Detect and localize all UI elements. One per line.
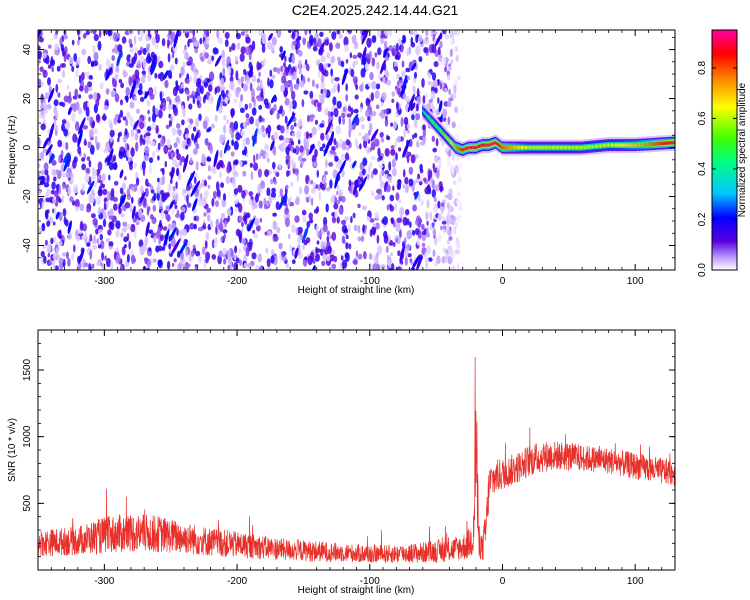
snr-x-tick-label: -100 [360, 576, 380, 587]
spectrogram-y-axis-label: Frequency (Hz) [7, 116, 18, 185]
colorbar-tick-label: 0.6 [697, 111, 708, 125]
spectrogram-y-tick-label: 40 [22, 44, 33, 56]
snr-y-ticks: 500 1000 1500 [22, 329, 675, 558]
snr-series-line [38, 357, 675, 564]
spectrogram-x-tick-label: -200 [227, 276, 247, 287]
snr-y-tick-label: 1000 [22, 425, 33, 448]
spectrogram-x-tick-label: -100 [360, 276, 380, 287]
spectrogram-heatmap [38, 30, 675, 270]
snr-x-tick-label: 100 [627, 576, 644, 587]
spectrogram-x-tick-label: 100 [627, 276, 644, 287]
snr-x-tick-label: -200 [227, 576, 247, 587]
snr-y-tick-label: 1500 [22, 358, 33, 381]
colorbar-ticks: 0.0 0.2 0.4 0.6 0.8 [697, 61, 737, 277]
spectrogram-y-tick-label: -20 [22, 189, 33, 204]
spectrogram-x-axis-label: Height of straight line (km) [298, 285, 415, 296]
colorbar-tick-label: 0.0 [697, 263, 708, 277]
snr-panel: -300 -200 -100 0 100 500 1000 1500 Height of s… [7, 329, 676, 596]
snr-y-tick-label: 500 [22, 495, 33, 512]
spectrogram-y-tick-label: -40 [22, 238, 33, 253]
snr-x-axis-label: Height of straight line (km) [298, 585, 415, 596]
spectrogram-y-ticks: -40 -20 0 20 40 [22, 36, 675, 271]
spectrogram-x-tick-label: -300 [94, 276, 114, 287]
colorbar: 0.0 0.2 0.4 0.6 0.8 Normalized spectral ampl… [697, 29, 748, 277]
snr-x-tick-label: 0 [500, 576, 506, 587]
colorbar-tick-label: 0.4 [697, 162, 708, 176]
spectrogram-x-ticks: -300 -200 -100 0 100 [50, 30, 676, 287]
colorbar-label: Normalized spectral amplitude [737, 82, 748, 217]
colorbar-gradient [711, 29, 738, 271]
spectrogram-x-tick-label: 0 [500, 276, 506, 287]
snr-x-tick-label: -300 [94, 576, 114, 587]
spectrogram-y-tick-label: 0 [22, 144, 33, 150]
colorbar-tick-label: 0.2 [697, 212, 708, 226]
colorbar-tick-label: 0.8 [697, 61, 708, 75]
figure-title: C2E4.2025.242.14.44.G21 [291, 2, 459, 18]
snr-x-ticks: -300 -200 -100 0 100 [50, 330, 676, 587]
spectrogram-y-tick-label: 20 [22, 93, 33, 105]
snr-y-axis-label: SNR (10 * v/v) [7, 418, 18, 482]
